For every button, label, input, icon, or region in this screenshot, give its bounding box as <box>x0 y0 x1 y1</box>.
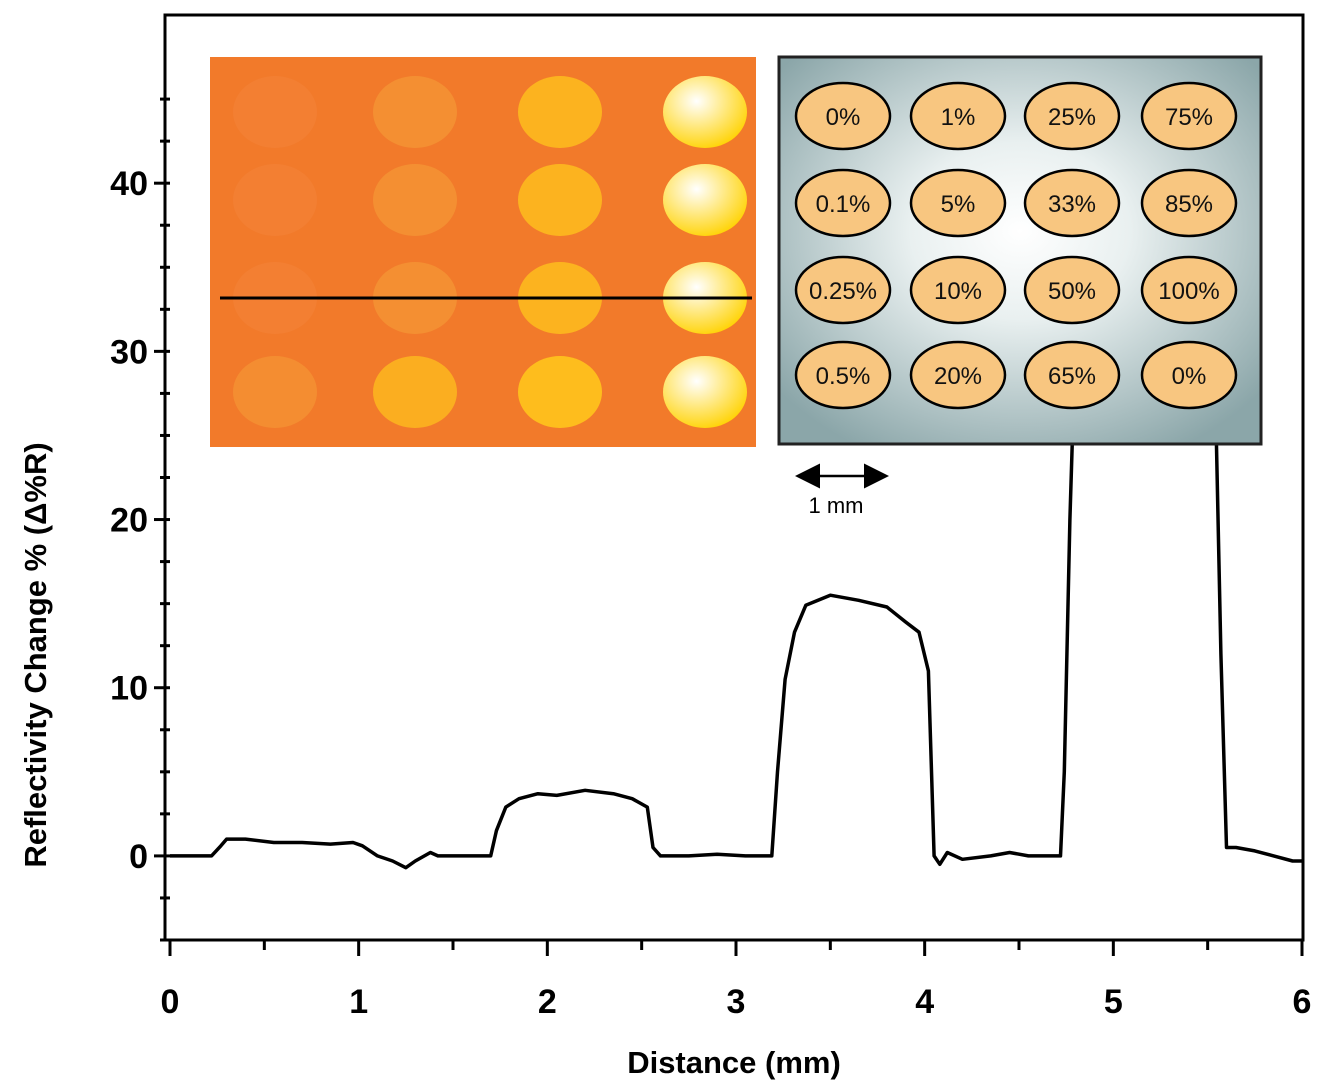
well-label: 0% <box>1172 363 1207 390</box>
scale-label: 1 mm <box>809 493 864 518</box>
photo-spot <box>233 76 317 148</box>
photo-spot <box>518 164 602 236</box>
well-spot: 20% <box>909 340 1007 410</box>
x-tick-label: 3 <box>727 983 746 1021</box>
x-tick-label: 5 <box>1104 983 1123 1021</box>
x-tick-label: 4 <box>915 983 934 1021</box>
photo-spot <box>518 356 602 428</box>
x-axis-ticks: 0 1 2 3 4 5 6 <box>161 940 1312 1021</box>
inset-map: 0% 1% 25% 75% 0.1% 5% 33% 85% 0.25% 10% 50% 100% 0.5… <box>777 55 1263 446</box>
well-label: 5% <box>941 191 976 218</box>
well-label: 50% <box>1048 278 1096 305</box>
well-spot: 85% <box>1140 168 1238 238</box>
y-axis-label: Reflectivity Change % (Δ%R) <box>18 442 53 867</box>
photo-spot <box>233 356 317 428</box>
well-spot: 0% <box>794 81 892 151</box>
well-label: 75% <box>1165 104 1213 131</box>
photo-spot <box>233 164 317 236</box>
y-tick-label: 40 <box>110 165 148 203</box>
well-label: 20% <box>934 363 982 390</box>
well-label: 0.5% <box>816 363 871 390</box>
well-spot: 5% <box>909 168 1007 238</box>
inset-photo <box>210 57 756 447</box>
x-tick-label: 6 <box>1293 983 1312 1021</box>
well-label: 85% <box>1165 191 1213 218</box>
photo-spot <box>663 356 747 428</box>
well-spot: 100% <box>1140 255 1238 325</box>
well-spot: 10% <box>909 255 1007 325</box>
well-spot: 0.1% <box>794 168 892 238</box>
photo-spot <box>663 164 747 236</box>
photo-spot <box>663 76 747 148</box>
photo-spot <box>518 76 602 148</box>
x-tick-label: 2 <box>538 983 557 1021</box>
y-axis-ticks: 0 10 20 30 40 <box>110 97 170 942</box>
well-label: 0.25% <box>809 278 877 305</box>
y-tick-label: 10 <box>110 670 148 708</box>
well-label: 25% <box>1048 104 1096 131</box>
well-label: 0.1% <box>816 191 871 218</box>
well-spot: 0% <box>1140 340 1238 410</box>
scale-bar: 1 mm <box>795 463 889 518</box>
well-spot: 0.25% <box>794 255 892 325</box>
well-spot: 1% <box>909 81 1007 151</box>
well-label: 1% <box>941 104 976 131</box>
photo-spot <box>373 76 457 148</box>
y-tick-label: 0 <box>129 838 148 876</box>
well-label: 0% <box>826 104 861 131</box>
well-spot: 65% <box>1023 340 1121 410</box>
well-label: 65% <box>1048 363 1096 390</box>
photo-spot <box>373 164 457 236</box>
well-spot: 75% <box>1140 81 1238 151</box>
well-spot: 0.5% <box>794 340 892 410</box>
y-tick-label: 30 <box>110 333 148 371</box>
x-tick-label: 0 <box>161 983 180 1021</box>
well-label: 10% <box>934 278 982 305</box>
x-tick-label: 1 <box>349 983 368 1021</box>
well-spot: 50% <box>1023 255 1121 325</box>
well-spot: 33% <box>1023 168 1121 238</box>
well-label: 100% <box>1158 278 1219 305</box>
x-axis-label: Distance (mm) <box>627 1045 841 1080</box>
well-label: 33% <box>1048 191 1096 218</box>
photo-spot <box>373 356 457 428</box>
y-tick-label: 20 <box>110 502 148 540</box>
well-spot: 25% <box>1023 81 1121 151</box>
